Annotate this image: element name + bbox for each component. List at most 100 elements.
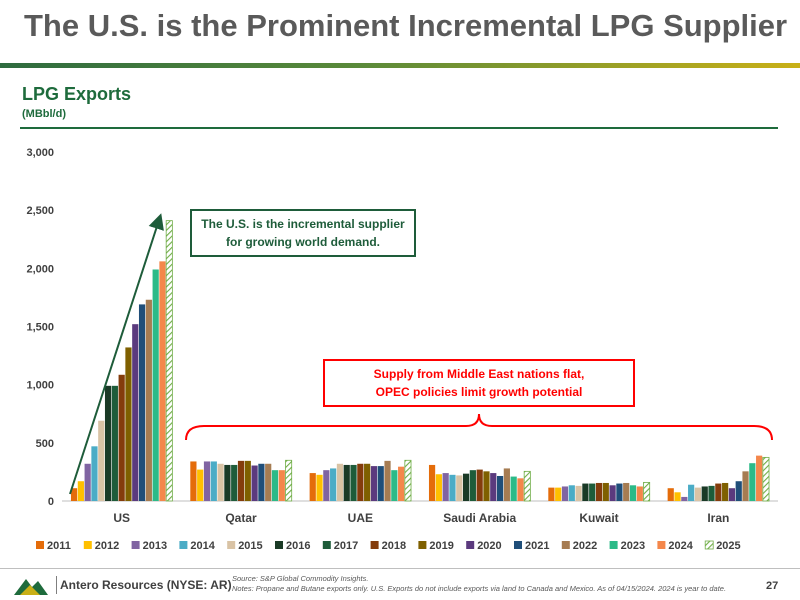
bar-uae-2016 [343,464,350,501]
bar-kuwait-2022 [623,482,630,501]
bar-uae-2018 [357,463,364,501]
bar-us-2022 [145,299,152,501]
bar-qatar-2015 [217,463,224,501]
x-category-label: Iran [707,511,729,525]
bar-iran-2014 [688,484,695,501]
y-tick-label: 1,500 [26,322,54,334]
bar-saudi-arabia-2011 [428,464,436,501]
bar-qatar-2025 [285,459,293,502]
bar-iran-2022 [742,471,749,501]
bar-us-2014 [91,446,98,501]
bar-qatar-2017 [231,464,238,501]
bar-qatar-2020 [251,465,258,501]
bar-uae-2011 [309,473,316,501]
legend-swatch-2018 [370,541,379,549]
middle-east-brace [185,413,773,441]
legend-swatch-2014 [179,541,188,549]
chart-title-rule [20,127,778,129]
bar-uae-2019 [364,463,371,501]
bar-saudi-arabia-2023 [510,476,517,501]
bar-kuwait-2015 [575,485,582,501]
source-line: Source: S&P Global Commodity Insights. [232,574,369,583]
bar-us-2011 [70,488,78,501]
bar-saudi-arabia-2013 [442,473,449,501]
footer-source: Source: S&P Global Commodity Insights. N… [232,574,726,594]
us-annotation-line2: for growing world demand. [226,235,380,249]
bar-iran-2021 [735,481,742,501]
bar-uae-2021 [377,466,384,501]
legend-label-2022: 2022 [573,540,597,552]
x-category-label: Kuwait [579,511,618,525]
x-category-label: Saudi Arabia [443,511,516,525]
chart-unit: (MBbl/d) [22,108,66,120]
bar-us-2013 [84,463,91,501]
bar-us-2015 [98,420,105,501]
bar-qatar-2014 [210,461,217,501]
legend-swatch-2015 [227,541,236,549]
legend-label-2013: 2013 [143,540,167,552]
y-tick-label: 2,000 [26,263,54,275]
bar-iran-2011 [667,488,674,501]
bar-qatar-2018 [237,460,245,501]
y-tick-label: 2,500 [26,205,54,217]
bar-iran-2020 [728,488,736,501]
footer-separator [56,576,57,594]
bar-saudi-arabia-2012 [435,474,442,501]
bar-saudi-arabia-2014 [449,474,456,501]
bar-kuwait-2021 [616,483,623,501]
x-category-label: UAE [348,511,373,525]
bar-saudi-arabia-2020 [490,473,497,501]
bar-saudi-arabia-2016 [462,473,470,501]
growth-arrow [69,213,164,495]
legend-label-2012: 2012 [95,540,119,552]
bar-us-2017 [111,385,118,501]
chart-title: LPG Exports [22,84,132,104]
bar-saudi-arabia-2019 [483,471,490,501]
bar-uae-2025 [404,459,412,502]
bar-us-2021 [138,304,146,501]
bar-iran-2016 [701,486,708,501]
company-name: Antero Resources (NYSE: AR) [60,578,232,592]
me-annotation-line2: OPEC policies limit growth potential [376,385,583,399]
legend-label-2024: 2024 [668,540,693,552]
bar-saudi-arabia-2021 [496,475,504,501]
bar-iran-2012 [674,492,681,501]
legend-label-2011: 2011 [47,540,71,552]
bar-qatar-2016 [224,464,231,501]
bar-qatar-2012 [197,469,204,501]
bar-saudi-arabia-2022 [503,468,510,501]
y-tick-label: 0 [48,496,54,508]
legend-label-2017: 2017 [334,540,358,552]
bar-kuwait-2014 [568,485,575,501]
bar-kuwait-2012 [555,487,562,501]
antero-logo-icon [14,579,48,595]
bar-kuwait-2024 [636,486,643,501]
bar-us-2020 [132,324,139,501]
legend-label-2018: 2018 [382,540,406,552]
legend-swatch-2012 [83,541,92,549]
bar-iran-2025 [762,456,770,502]
bar-uae-2013 [323,470,330,501]
legend-swatch-2019 [418,541,427,549]
legend-swatch-2025 [704,540,714,550]
bar-us-2018 [118,374,125,501]
bar-qatar-2019 [244,460,251,501]
page-number: 27 [766,580,779,592]
bar-qatar-2021 [258,463,265,501]
lpg-exports-chart: 0 500 1,000 1,500 2,000 2,500 3,000 US Qatar UAE… [26,147,778,552]
bar-qatar-2024 [278,470,285,501]
bar-uae-2017 [350,464,357,501]
legend-label-2016: 2016 [286,540,310,552]
bar-kuwait-2011 [548,487,555,501]
bar-uae-2022 [384,460,391,501]
legend-swatch-2020 [466,541,475,549]
bar-kuwait-2019 [602,482,609,501]
bar-uae-2014 [330,468,337,501]
bar-us-2019 [125,347,132,501]
bar-iran-2023 [749,463,756,501]
bar-saudi-arabia-2018 [476,469,483,501]
bar-kuwait-2025 [643,481,651,502]
bar-kuwait-2016 [582,483,589,501]
legend-swatch-2017 [322,541,331,549]
legend-label-2014: 2014 [190,540,215,552]
